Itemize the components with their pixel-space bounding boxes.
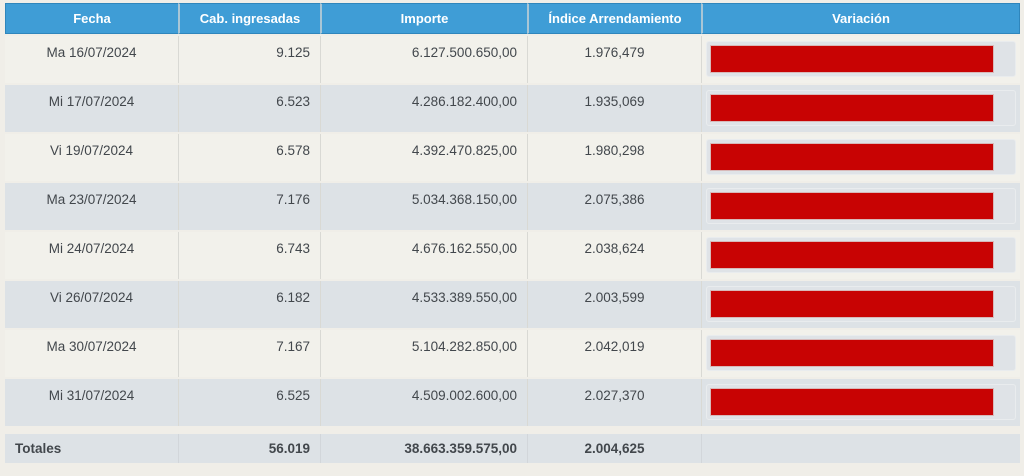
variation-bar: [710, 339, 994, 367]
cell-cab: 9.125: [178, 36, 320, 83]
variation-bar-track: [706, 188, 1016, 224]
totals-row: Totales 56.019 38.663.359.575,00 2.004,6…: [5, 434, 1020, 463]
cell-fecha: Vi 19/07/2024: [5, 134, 178, 181]
cell-variacion: [701, 183, 1020, 230]
cell-cab: 7.176: [178, 183, 320, 230]
cell-importe: 5.104.282.850,00: [320, 330, 527, 377]
variation-bar-track: [706, 41, 1016, 77]
totals-cab: 56.019: [178, 434, 320, 463]
variation-bar-track: [706, 237, 1016, 273]
cell-indice: 2.075,386: [527, 183, 701, 230]
variation-bar: [710, 388, 994, 416]
totals-indice: 2.004,625: [527, 434, 701, 463]
cell-variacion: [701, 36, 1020, 83]
data-table: Fecha Cab. ingresadas Importe Índice Arr…: [5, 1, 1020, 465]
totals-importe: 38.663.359.575,00: [320, 434, 527, 463]
cell-variacion: [701, 85, 1020, 132]
cell-importe: 4.392.470.825,00: [320, 134, 527, 181]
cell-fecha: Mi 24/07/2024: [5, 232, 178, 279]
cell-indice: 2.038,624: [527, 232, 701, 279]
cell-indice: 2.042,019: [527, 330, 701, 377]
cell-importe: 5.034.368.150,00: [320, 183, 527, 230]
cell-importe: 4.676.162.550,00: [320, 232, 527, 279]
table-row: Ma 16/07/2024 9.125 6.127.500.650,00 1.9…: [5, 36, 1020, 83]
header-cell-importe: Importe: [320, 3, 527, 34]
cell-indice: 2.003,599: [527, 281, 701, 328]
table-row: Mi 24/07/2024 6.743 4.676.162.550,00 2.0…: [5, 232, 1020, 279]
variation-bar-track: [706, 286, 1016, 322]
variation-bar: [710, 290, 994, 318]
table-row: Vi 19/07/2024 6.578 4.392.470.825,00 1.9…: [5, 134, 1020, 181]
cell-importe: 4.286.182.400,00: [320, 85, 527, 132]
cell-fecha: Ma 16/07/2024: [5, 36, 178, 83]
cell-importe: 4.533.389.550,00: [320, 281, 527, 328]
totals-variacion-empty: [701, 434, 1020, 463]
variation-bar: [710, 143, 994, 171]
cell-cab: 6.743: [178, 232, 320, 279]
cell-cab: 6.523: [178, 85, 320, 132]
spacer-row: [5, 428, 1020, 432]
variation-bar-track: [706, 139, 1016, 175]
cell-importe: 4.509.002.600,00: [320, 379, 527, 426]
totals-label: Totales: [5, 434, 178, 463]
cell-indice: 1.935,069: [527, 85, 701, 132]
table-row: Mi 31/07/2024 6.525 4.509.002.600,00 2.0…: [5, 379, 1020, 426]
cell-fecha: Ma 30/07/2024: [5, 330, 178, 377]
table-row: Ma 23/07/2024 7.176 5.034.368.150,00 2.0…: [5, 183, 1020, 230]
cell-variacion: [701, 281, 1020, 328]
header-cell-fecha: Fecha: [5, 3, 178, 34]
cell-variacion: [701, 232, 1020, 279]
variation-bar: [710, 192, 994, 220]
cell-fecha: Mi 17/07/2024: [5, 85, 178, 132]
cell-cab: 6.182: [178, 281, 320, 328]
variation-bar-track: [706, 335, 1016, 371]
cell-cab: 6.578: [178, 134, 320, 181]
header-cell-cab-ingresadas: Cab. ingresadas: [178, 3, 320, 34]
cell-cab: 7.167: [178, 330, 320, 377]
cell-fecha: Ma 23/07/2024: [5, 183, 178, 230]
cell-importe: 6.127.500.650,00: [320, 36, 527, 83]
cell-fecha: Mi 31/07/2024: [5, 379, 178, 426]
cell-variacion: [701, 330, 1020, 377]
cell-cab: 6.525: [178, 379, 320, 426]
table-row: Ma 30/07/2024 7.167 5.104.282.850,00 2.0…: [5, 330, 1020, 377]
variation-bar: [710, 94, 994, 122]
header-cell-variacion: Variación: [701, 3, 1020, 34]
variation-bar: [710, 45, 994, 73]
variation-bar-track: [706, 384, 1016, 420]
cell-variacion: [701, 134, 1020, 181]
variation-bar: [710, 241, 994, 269]
cell-fecha: Vi 26/07/2024: [5, 281, 178, 328]
variation-bar-track: [706, 90, 1016, 126]
cell-indice: 1.976,479: [527, 36, 701, 83]
cell-variacion: [701, 379, 1020, 426]
cell-indice: 2.027,370: [527, 379, 701, 426]
table-header: Fecha Cab. ingresadas Importe Índice Arr…: [5, 3, 1020, 34]
table-row: Vi 26/07/2024 6.182 4.533.389.550,00 2.0…: [5, 281, 1020, 328]
cell-indice: 1.980,298: [527, 134, 701, 181]
table-row: Mi 17/07/2024 6.523 4.286.182.400,00 1.9…: [5, 85, 1020, 132]
header-cell-indice-arrendamiento: Índice Arrendamiento: [527, 3, 701, 34]
